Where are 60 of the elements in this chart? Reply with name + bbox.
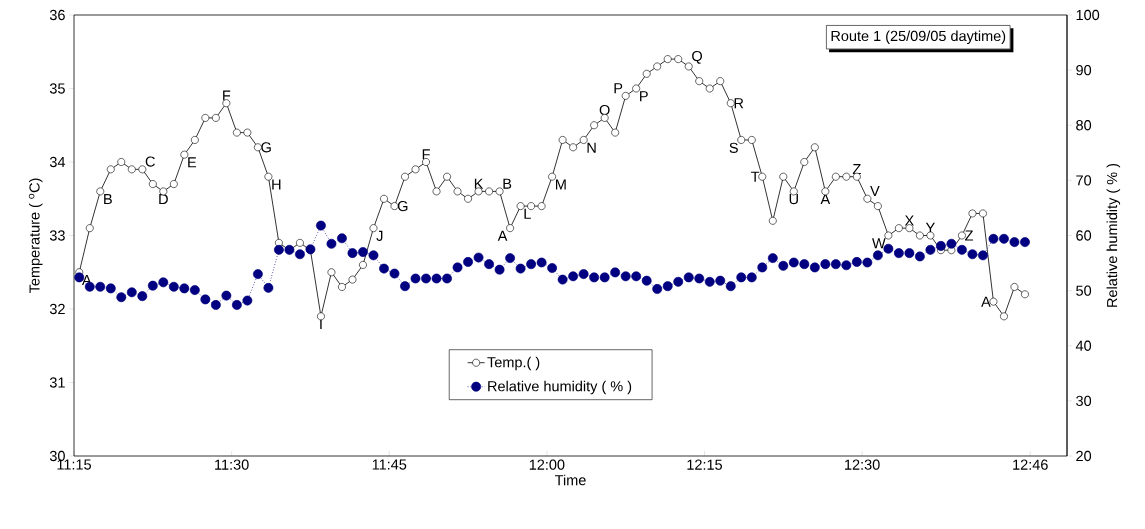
annotation: Q [692, 50, 702, 64]
y2-tick-label: 40 [1075, 340, 1092, 351]
annotation: L [524, 208, 531, 219]
y-tick-label: 36 [49, 9, 65, 21]
y-tick-label: 35 [49, 83, 65, 94]
annotation: B [503, 178, 512, 189]
y2-axis-title: Relative humidity ( % ) [1106, 163, 1121, 307]
y-tick-label: 34 [49, 156, 66, 168]
annotation: G [261, 142, 271, 153]
annotation: J [376, 230, 383, 241]
legend-label: Temp.( ) [487, 356, 540, 371]
x-axis-title: Time [554, 474, 586, 486]
y2-tick-label: 70 [1076, 175, 1092, 186]
annotation: B [104, 194, 112, 205]
annotation: A [820, 194, 831, 205]
y-tick-label: 33 [49, 230, 65, 241]
y2-tick-label: 100 [1076, 9, 1100, 21]
y-tick-label: 31 [49, 377, 65, 388]
annotation: H [272, 179, 281, 190]
y2-tick-label: 50 [1076, 285, 1092, 296]
annotation: W [872, 238, 886, 249]
y2-tick-label: 80 [1076, 120, 1092, 131]
y2-tick-label: 60 [1076, 230, 1092, 241]
annotation: U [789, 194, 798, 205]
annotation: Z [965, 230, 974, 241]
legend-label: Relative humidity ( % ) [488, 380, 632, 395]
y2-tick-label: 30 [1076, 395, 1092, 407]
annotation: I [320, 319, 322, 330]
annotation: A [981, 296, 991, 307]
x-tick-label: 11:30 [215, 459, 249, 470]
annotation: E [188, 157, 197, 168]
text: Route 1 (25/09/05 daytime) [831, 30, 1006, 44]
annotation: X [904, 215, 914, 226]
annotation: M [556, 179, 566, 190]
annotation: Z [852, 164, 861, 174]
annotation: S [729, 142, 738, 153]
y-tick-label: 32 [49, 303, 65, 315]
y2-tick-label: 20 [1076, 450, 1092, 462]
x-tick-label: 11:45 [372, 459, 407, 470]
annotation: T [751, 171, 760, 182]
annotation: D [159, 194, 168, 205]
annotation: P [640, 91, 648, 102]
annotation: R [734, 98, 744, 109]
annotation: F [223, 90, 231, 101]
annotation: N [587, 142, 596, 153]
y-axis-title: Temperature ( $^{o}$C) [28, 178, 43, 294]
y2-tick-label: 90 [1076, 64, 1092, 76]
annotation: F [422, 149, 430, 160]
x-tick-label: 12:15 [687, 459, 723, 470]
annotation: Y [925, 222, 935, 233]
x-tick-label: 12:30 [845, 459, 880, 470]
annotation: K [474, 178, 484, 189]
x-tick-label: 12:46 [1013, 459, 1048, 470]
annotation: O [599, 104, 610, 116]
annotation: V [870, 186, 880, 197]
annotation: G [397, 200, 408, 212]
annotation: A [497, 230, 508, 241]
x-tick-label: 12:00 [529, 459, 565, 470]
annotation: C [145, 156, 155, 167]
annotation: P [614, 83, 623, 94]
